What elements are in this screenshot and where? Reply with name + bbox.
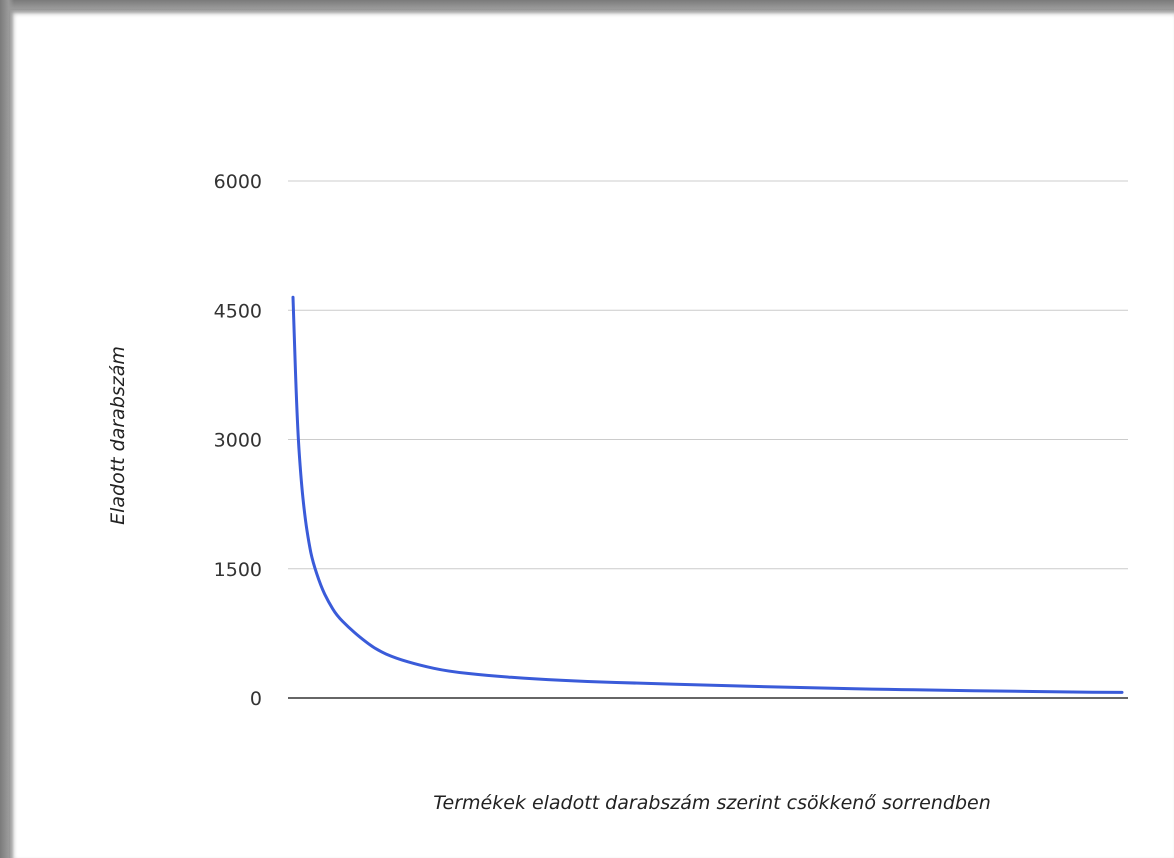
x-axis-title: Termékek eladott darabszám szerint csökk…: [433, 792, 991, 814]
y-tick-label: 0: [250, 688, 262, 710]
y-tick-label: 3000: [214, 430, 262, 452]
series-group: [291, 295, 1124, 694]
frame-shadow-left: [0, 0, 14, 858]
gridlines: [288, 180, 1128, 570]
series-line-0: [291, 295, 1124, 694]
y-tick-label: 1500: [214, 559, 262, 581]
y-tick-label: 4500: [214, 300, 262, 322]
y-tick-label: 6000: [214, 171, 262, 193]
frame-shadow-top: [0, 0, 1174, 14]
y-tick-labels: 0 1500 3000 4500 6000: [214, 171, 262, 710]
y-axis-title: Eladott darabszám: [107, 346, 129, 525]
